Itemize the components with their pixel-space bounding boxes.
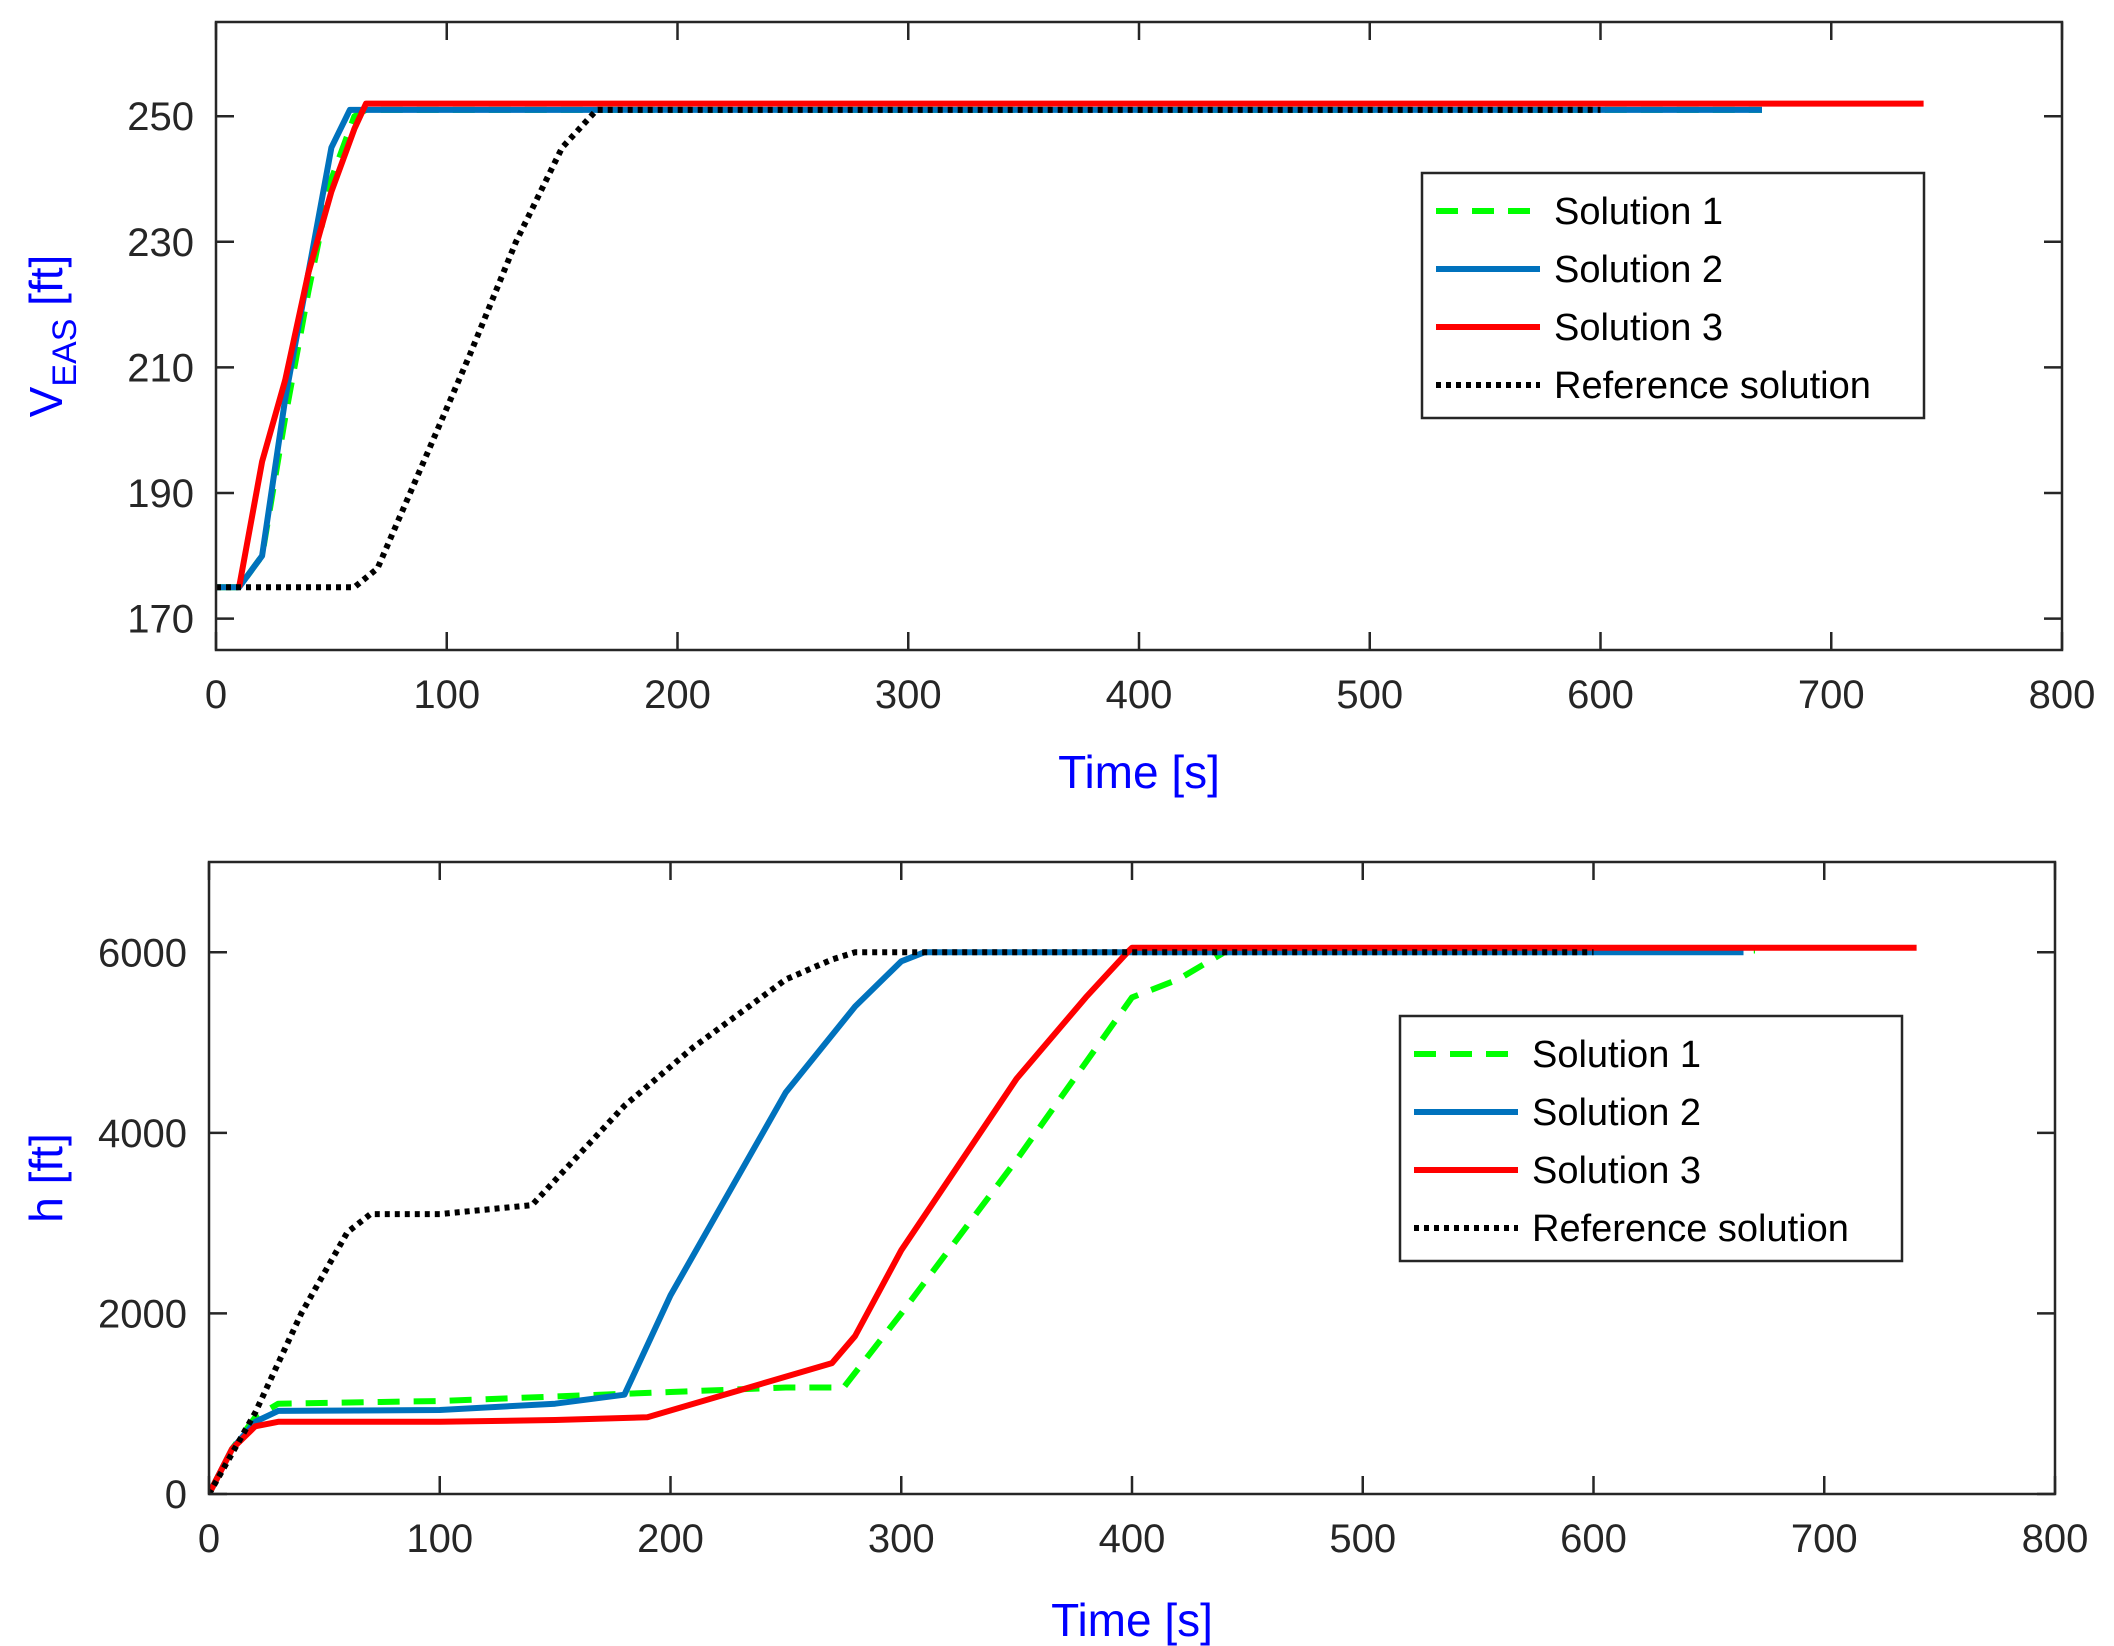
y-axis-label-unit: [ft]: [20, 255, 72, 319]
legend-label: Solution 3: [1554, 307, 1723, 349]
series-line-solution-3: [209, 944, 1917, 1494]
x-axis-label: Time [s]: [1051, 1594, 1213, 1646]
legend-label: Reference solution: [1532, 1208, 1849, 1250]
x-tick-label: 100: [413, 673, 480, 717]
series-line-solution-3: [236, 100, 1924, 588]
y-tick-label: 6000: [98, 931, 187, 975]
x-tick-label: 400: [1106, 673, 1173, 717]
series-line-solution-1: [209, 947, 1755, 1494]
x-tick-label: 500: [1329, 1517, 1396, 1561]
legend: Solution 1 Solution 2 Solution 3 Reference …: [1420, 171, 1926, 420]
x-tick-label: 400: [1099, 1517, 1166, 1561]
x-tick-label: 500: [1336, 673, 1403, 717]
series-line-solution-2: [209, 949, 1744, 1494]
x-tick-label: 600: [1560, 1517, 1627, 1561]
x-axis-label: Time [s]: [1058, 746, 1220, 798]
x-tick-label: 800: [2022, 1517, 2089, 1561]
x-tick-label: 700: [1791, 1517, 1858, 1561]
legend-label: Reference solution: [1554, 365, 1871, 407]
x-tick-label: 800: [2029, 673, 2096, 717]
y-axis-label: VEAS [ft]: [20, 255, 84, 418]
series-line-reference-solution: [216, 106, 1601, 591]
x-tick-label: 200: [637, 1517, 704, 1561]
x-tick-label: 300: [868, 1517, 935, 1561]
legend: Solution 1 Solution 2 Solution 3 Reference …: [1398, 1014, 1904, 1263]
y-tick-label: 190: [127, 472, 194, 516]
x-tick-label: 600: [1567, 673, 1634, 717]
legend-label: Solution 1: [1554, 191, 1723, 233]
x-tick-label: 300: [875, 673, 942, 717]
series-line-reference-solution: [209, 949, 1594, 1494]
legend-box: [1398, 1014, 1904, 1263]
legend-label: Solution 2: [1532, 1092, 1701, 1134]
legend-label: Solution 1: [1532, 1034, 1701, 1076]
x-tick-label: 0: [205, 673, 227, 717]
y-tick-label: 210: [127, 346, 194, 390]
x-tick-label: 0: [198, 1517, 220, 1561]
x-tick-label: 200: [644, 673, 711, 717]
y-axis-label: h [ft]: [20, 1133, 72, 1222]
legend-label: Solution 3: [1532, 1150, 1701, 1192]
y-tick-label: 4000: [98, 1112, 187, 1156]
y-tick-label: 250: [127, 95, 194, 139]
y-tick-label: 0: [165, 1473, 187, 1517]
y-axis-label-main: V: [20, 386, 72, 417]
velocity-chart: 0 100 200 300 400 500 600 700 800 170 190 210 230 250…: [20, 20, 2096, 798]
legend-box: [1420, 171, 1926, 420]
x-tick-label: 100: [406, 1517, 473, 1561]
x-tick-label: 700: [1798, 673, 1865, 717]
y-axis-label-main: h [ft]: [20, 1133, 72, 1222]
legend-label: Solution 2: [1554, 249, 1723, 291]
y-tick-label: 230: [127, 221, 194, 265]
y-axis-label-subscript: EAS: [46, 319, 84, 387]
altitude-chart: 0 100 200 300 400 500 600 700 800 0 2000 4000 6000 Ti…: [20, 860, 2089, 1646]
y-tick-label: 2000: [98, 1292, 187, 1336]
y-tick-label: 170: [127, 598, 194, 642]
